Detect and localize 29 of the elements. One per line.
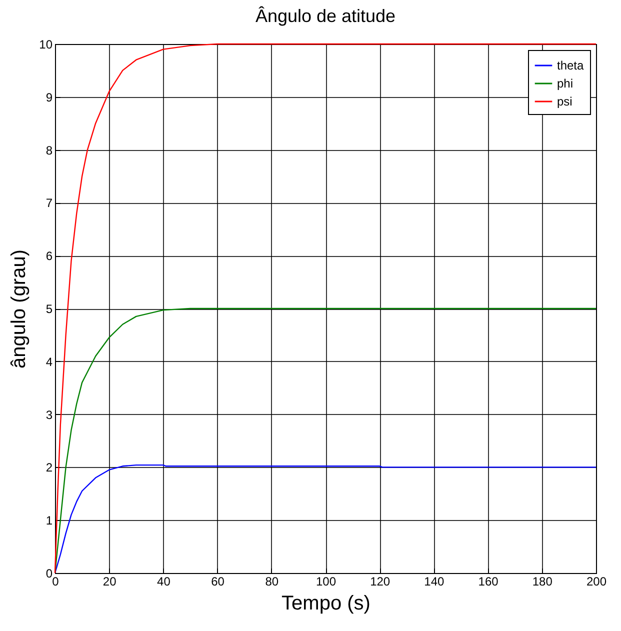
- x-tick-label: 120: [370, 574, 390, 588]
- x-tick-label: 200: [586, 574, 607, 588]
- line-series: [54, 43, 597, 574]
- x-tick-label: 160: [478, 574, 499, 588]
- y-tick-label: 3: [46, 408, 53, 422]
- x-tick-label: 40: [157, 574, 171, 588]
- y-tick-label: 6: [46, 249, 53, 264]
- legend-label: theta: [557, 58, 584, 72]
- y-tick-label: 9: [46, 90, 53, 104]
- y-tick-label: 5: [46, 302, 53, 316]
- y-tick-label: 1: [46, 514, 53, 528]
- y-tick-label: 2: [46, 460, 53, 475]
- line-series: [54, 308, 597, 574]
- line-series: [54, 464, 597, 574]
- x-tick-label: 100: [316, 574, 336, 588]
- y-tick-label: 4: [46, 354, 53, 369]
- chart-title: Ângulo de atitude: [255, 6, 396, 26]
- y-axis-title: ângulo (grau): [8, 250, 30, 368]
- x-axis-title: Tempo (s): [282, 592, 370, 614]
- y-tick-label: 10: [39, 38, 53, 52]
- x-tick-label: 80: [265, 574, 279, 588]
- x-tick-label: 20: [102, 574, 117, 588]
- legend-label: phi: [557, 76, 574, 90]
- y-tick-label: 7: [46, 196, 53, 210]
- x-tick-label: 180: [532, 574, 553, 588]
- legend-label: psi: [557, 94, 572, 108]
- x-tick-label: 140: [424, 574, 445, 588]
- x-tick-label: 60: [211, 574, 225, 588]
- y-tick-label: 8: [46, 143, 53, 158]
